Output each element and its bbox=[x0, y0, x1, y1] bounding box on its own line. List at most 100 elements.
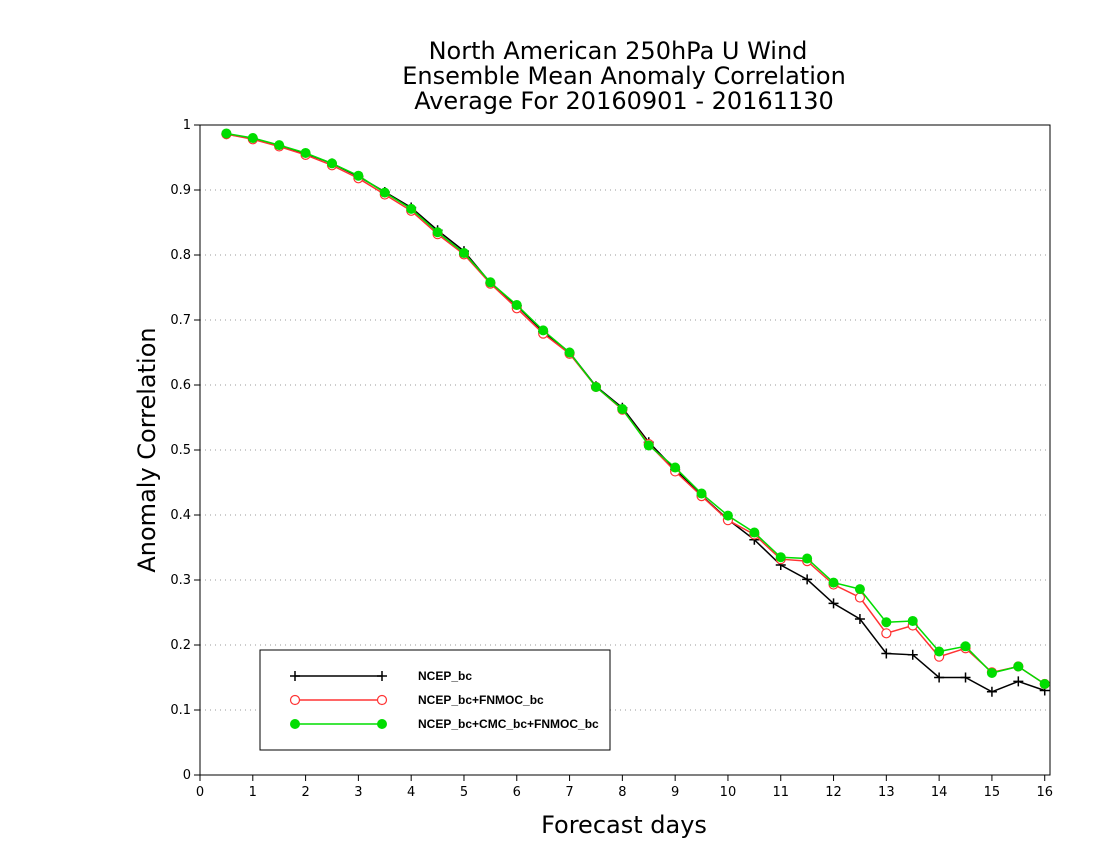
open-circle-marker bbox=[376, 694, 388, 706]
filled-circle-marker bbox=[247, 133, 258, 143]
series-2 bbox=[221, 128, 1050, 689]
title-line-2: Ensemble Mean Anomaly Correlation bbox=[402, 62, 846, 90]
filled-circle-marker bbox=[564, 347, 575, 358]
filled-circle-marker bbox=[485, 277, 496, 288]
filled-circle-marker bbox=[432, 227, 443, 238]
filled-circle-marker bbox=[854, 584, 865, 595]
filled-circle-marker bbox=[670, 462, 681, 473]
filled-circle-marker bbox=[881, 617, 892, 628]
filled-circle-marker bbox=[379, 187, 390, 198]
x-tick-label: 5 bbox=[460, 785, 468, 800]
x-axis: 0 1 2 3 4 5 6 7 8 9 10 11 12 13 14 15 16 bbox=[196, 775, 1053, 800]
series-line bbox=[226, 133, 1046, 685]
y-tick-label: 0.9 bbox=[170, 183, 191, 198]
x-tick-label: 6 bbox=[513, 785, 521, 800]
filled-circle-marker bbox=[590, 381, 601, 392]
filled-circle-marker bbox=[377, 719, 387, 729]
x-tick-label: 16 bbox=[1036, 785, 1053, 800]
x-tick-label: 3 bbox=[354, 785, 362, 800]
plus-marker bbox=[881, 648, 892, 659]
x-tick-label: 13 bbox=[878, 785, 895, 800]
y-tick-label: 0.3 bbox=[170, 573, 191, 588]
y-tick-label: 0.8 bbox=[170, 248, 191, 263]
filled-circle-marker bbox=[722, 510, 733, 521]
filled-circle-marker bbox=[1013, 661, 1024, 672]
grid-lines bbox=[200, 189, 1050, 711]
y-tick-label: 0.4 bbox=[170, 508, 191, 523]
y-tick-label: 0.2 bbox=[170, 638, 191, 653]
plus-marker bbox=[828, 598, 839, 609]
open-circle-marker bbox=[881, 628, 892, 639]
x-tick-label: 10 bbox=[720, 785, 737, 800]
open-circle-marker bbox=[854, 592, 866, 603]
legend-label: NCEP_bc+CMC_bc+FNMOC_bc bbox=[418, 717, 599, 731]
filled-circle-marker bbox=[1039, 679, 1050, 689]
filled-circle-marker bbox=[458, 248, 469, 259]
filled-circle-marker bbox=[696, 488, 707, 499]
filled-circle-marker bbox=[290, 719, 300, 729]
title-line-1: North American 250hPa U Wind bbox=[429, 37, 808, 65]
filled-circle-marker bbox=[538, 325, 549, 336]
filled-circle-marker bbox=[643, 440, 654, 451]
filled-circle-marker bbox=[326, 158, 337, 169]
series-line bbox=[226, 132, 1046, 685]
y-tick-label: 0.5 bbox=[170, 443, 191, 458]
plus-marker bbox=[960, 672, 971, 683]
plus-marker bbox=[854, 614, 865, 624]
y-axis: 0 0.1 0.2 0.3 0.4 0.5 0.6 0.7 0.8 0.9 1 bbox=[170, 118, 200, 783]
filled-circle-marker bbox=[802, 553, 813, 564]
filled-circle-marker bbox=[960, 641, 971, 652]
y-axis-label: Anomaly Correlation bbox=[133, 327, 161, 572]
filled-circle-marker bbox=[907, 615, 918, 626]
plus-marker bbox=[907, 649, 918, 660]
x-tick-label: 2 bbox=[301, 785, 309, 800]
x-tick-label: 8 bbox=[618, 785, 626, 800]
filled-circle-marker bbox=[353, 170, 364, 181]
filled-circle-marker bbox=[749, 527, 760, 538]
filled-circle-marker bbox=[300, 147, 311, 158]
filled-circle-marker bbox=[406, 203, 417, 214]
series-layer bbox=[221, 128, 1050, 697]
plus-marker bbox=[290, 671, 300, 681]
legend-label: NCEP_bc bbox=[418, 669, 472, 683]
y-tick-label: 0.6 bbox=[170, 378, 191, 393]
x-tick-label: 9 bbox=[671, 785, 679, 800]
x-tick-label: 4 bbox=[407, 785, 415, 800]
x-tick-label: 12 bbox=[825, 785, 842, 800]
filled-circle-marker bbox=[511, 300, 522, 311]
series-0 bbox=[221, 129, 1050, 697]
x-tick-label: 0 bbox=[196, 785, 204, 800]
plus-marker bbox=[934, 672, 945, 683]
x-tick-label: 14 bbox=[931, 785, 948, 800]
x-axis-label: Forecast days bbox=[541, 811, 707, 839]
legend-entry-0: NCEP_bc bbox=[290, 669, 472, 683]
y-tick-label: 0.7 bbox=[170, 313, 191, 328]
open-circle-marker bbox=[289, 694, 301, 706]
series-line bbox=[226, 133, 1045, 693]
plus-marker bbox=[1013, 676, 1024, 687]
series-1 bbox=[221, 129, 1050, 690]
x-tick-label: 7 bbox=[565, 785, 573, 800]
plus-marker bbox=[802, 574, 813, 585]
filled-circle-marker bbox=[274, 140, 285, 151]
chart-title: North American 250hPa U Wind Ensemble Me… bbox=[402, 37, 846, 115]
title-line-3: Average For 20160901 - 20161130 bbox=[414, 87, 834, 115]
filled-circle-marker bbox=[986, 667, 997, 678]
legend-entry-2: NCEP_bc+CMC_bc+FNMOC_bc bbox=[290, 717, 599, 731]
filled-circle-marker bbox=[934, 646, 945, 657]
y-tick-label: 1 bbox=[183, 118, 191, 133]
plus-marker bbox=[377, 671, 387, 681]
filled-circle-marker bbox=[221, 128, 232, 139]
filled-circle-marker bbox=[617, 404, 628, 415]
x-tick-label: 15 bbox=[984, 785, 1001, 800]
filled-circle-marker bbox=[775, 552, 786, 563]
x-tick-label: 11 bbox=[772, 785, 789, 800]
y-tick-label: 0.1 bbox=[170, 703, 191, 718]
filled-circle-marker bbox=[828, 577, 839, 588]
legend-entry-1: NCEP_bc+FNMOC_bc bbox=[289, 693, 544, 707]
y-tick-label: 0 bbox=[183, 768, 191, 783]
x-tick-label: 1 bbox=[249, 785, 257, 800]
plus-marker bbox=[986, 686, 997, 697]
legend-label: NCEP_bc+FNMOC_bc bbox=[418, 693, 544, 707]
